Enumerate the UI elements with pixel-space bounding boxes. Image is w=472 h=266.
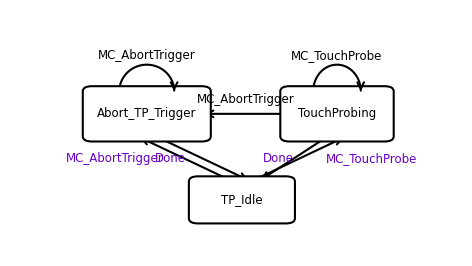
Text: MC_TouchProbe: MC_TouchProbe	[326, 152, 417, 165]
Text: MC_AbortTrigger: MC_AbortTrigger	[197, 93, 295, 106]
FancyBboxPatch shape	[280, 86, 394, 142]
Text: MC_TouchProbe: MC_TouchProbe	[291, 49, 383, 62]
Text: MC_AbortTrigger: MC_AbortTrigger	[98, 49, 196, 62]
Text: TouchProbing: TouchProbing	[298, 107, 376, 120]
Text: Abort_TP_Trigger: Abort_TP_Trigger	[97, 107, 196, 120]
Text: MC_AbortTrigger: MC_AbortTrigger	[66, 152, 164, 165]
Text: Done: Done	[155, 152, 186, 165]
FancyBboxPatch shape	[83, 86, 211, 142]
Text: Done: Done	[263, 152, 294, 165]
Text: TP_Idle: TP_Idle	[221, 193, 263, 206]
FancyBboxPatch shape	[189, 176, 295, 223]
